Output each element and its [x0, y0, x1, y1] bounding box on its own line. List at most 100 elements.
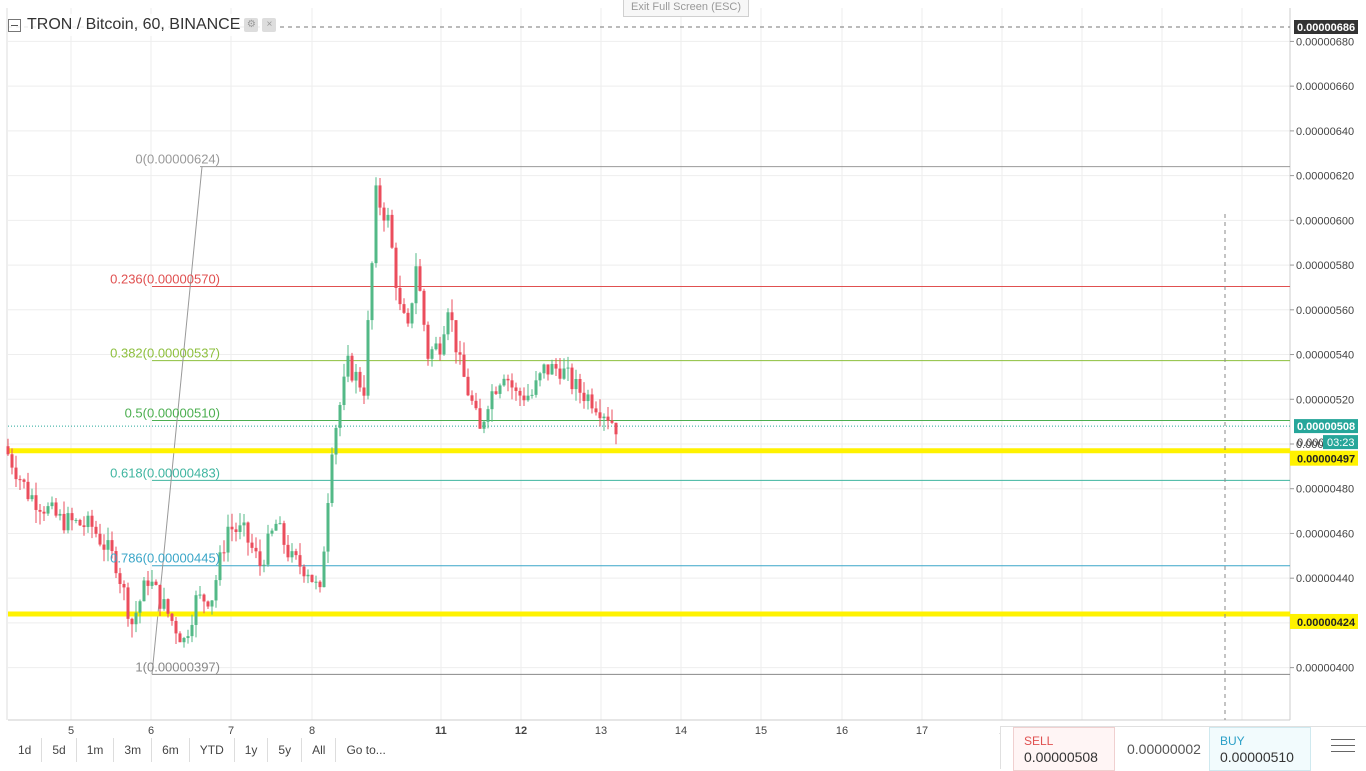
time-tick-label: 11: [435, 725, 447, 737]
candle-body: [594, 408, 598, 413]
candle-body: [338, 405, 342, 428]
candle-body: [106, 540, 110, 550]
candle-body: [390, 214, 394, 248]
candle-body: [450, 312, 454, 321]
candle-body: [318, 581, 322, 588]
range-all[interactable]: All: [302, 738, 337, 762]
range-5y[interactable]: 5y: [268, 738, 303, 762]
candle-body: [398, 287, 402, 305]
level-price-label: 0.00000424: [1297, 617, 1356, 629]
fib-retracement[interactable]: [151, 166, 1290, 675]
candle-body: [350, 355, 354, 381]
candle-body: [146, 580, 150, 586]
fib-level-label: 1(0.00000397): [135, 659, 220, 674]
range-6m[interactable]: 6m: [152, 738, 190, 762]
candle-body: [214, 580, 218, 601]
candle-body: [606, 416, 610, 421]
go-to-button[interactable]: Go to...: [346, 743, 386, 757]
candle-body: [474, 400, 478, 409]
candle-body: [454, 320, 458, 353]
candle-body: [522, 395, 526, 401]
candle-body: [542, 364, 546, 374]
chart-grid: [6, 8, 1291, 721]
candle-body: [250, 542, 254, 548]
price-tick-label: 0.00000660: [1296, 81, 1354, 93]
candle-body: [10, 454, 14, 468]
candle-body: [458, 352, 462, 355]
level-price-box: [1290, 450, 1358, 466]
buy-button[interactable]: BUY 0.00000510: [1209, 727, 1311, 771]
buy-price: 0.00000510: [1220, 749, 1294, 765]
candle-body: [254, 547, 258, 552]
candle-body: [118, 573, 122, 584]
candle-body: [290, 551, 294, 558]
candle-body: [218, 552, 222, 581]
candle-body: [202, 594, 206, 602]
candle-body: [586, 394, 590, 402]
level-price-label: 0.00000497: [1297, 454, 1355, 466]
candle-body: [302, 566, 306, 577]
fib-level-label: 0.382(0.00000537): [110, 346, 220, 361]
price-tick-label: 0.00000480: [1296, 484, 1354, 496]
crosshair-price-box: [1294, 20, 1358, 34]
spread-value: 0.00000002: [1127, 741, 1201, 757]
candle-body: [102, 544, 106, 550]
candle-body: [230, 526, 234, 530]
collapse-legend-icon[interactable]: [8, 18, 21, 32]
range-1m[interactable]: 1m: [77, 738, 115, 762]
price-tick-label: 0.00000440: [1296, 573, 1354, 585]
candle-body: [306, 574, 310, 577]
time-tick-label: 15: [755, 725, 767, 737]
candle-body: [418, 266, 422, 291]
candle-body: [370, 263, 374, 321]
candle-body: [546, 364, 550, 375]
candle-body: [246, 522, 250, 543]
candle-body: [198, 594, 202, 596]
candle-body: [114, 551, 118, 574]
covered-price-label: 0.000: [1297, 437, 1325, 449]
candle-body: [602, 416, 606, 419]
price-tick-label: 0.00000540: [1296, 350, 1354, 362]
buy-label: BUY: [1220, 734, 1245, 748]
candle-body: [54, 502, 58, 516]
crosshair-price-label: 0.00000686: [1297, 22, 1355, 34]
date-range-bar: 1d 5d 1m 3m 6m YTD 1y 5y All Go to...: [8, 738, 998, 762]
candle-body: [178, 633, 182, 643]
candle-body: [186, 636, 190, 639]
range-1d[interactable]: 1d: [8, 738, 43, 762]
horizontal-levels[interactable]: [8, 26, 1290, 720]
price-tick-label: 0.00000580: [1296, 260, 1354, 272]
candle-body: [326, 503, 330, 552]
candle-body: [298, 555, 302, 567]
time-tick-label: 5: [68, 725, 74, 737]
candle-body: [506, 378, 510, 381]
candle-body: [426, 324, 430, 359]
candle-body: [130, 618, 134, 625]
candle-body: [6, 446, 10, 455]
range-3m[interactable]: 3m: [114, 738, 153, 762]
candle-body: [558, 368, 562, 379]
candle-body: [362, 387, 366, 396]
close-icon[interactable]: ×: [262, 18, 277, 32]
exit-fullscreen-button[interactable]: Exit Full Screen (ESC): [623, 0, 749, 17]
range-1y[interactable]: 1y: [235, 738, 269, 762]
range-5d[interactable]: 5d: [42, 738, 77, 762]
sell-button[interactable]: SELL 0.00000508: [1013, 727, 1115, 771]
candle-body: [110, 540, 114, 552]
settings-icon[interactable]: ⚙: [244, 18, 259, 32]
symbol-title[interactable]: TRON / Bitcoin, 60, BINANCE: [27, 16, 241, 33]
fib-labels: 0(0.00000624) 0.236(0.00000570) 0.382(0.00…: [110, 152, 220, 675]
fib-level-label: 0.236(0.00000570): [110, 271, 220, 286]
candle-body: [574, 378, 578, 390]
candle-body: [330, 454, 334, 504]
candle-body: [234, 529, 238, 532]
candle-body: [158, 584, 162, 609]
candle-body: [434, 343, 438, 350]
price-axis[interactable]: 0.00000680 0.00000660 0.00000640 0.00000620…: [1290, 0, 1366, 720]
menu-icon[interactable]: [1331, 739, 1355, 757]
candle-body: [374, 185, 378, 264]
candle-body: [530, 394, 534, 396]
range-ytd[interactable]: YTD: [190, 738, 235, 762]
candle-body: [470, 395, 474, 401]
